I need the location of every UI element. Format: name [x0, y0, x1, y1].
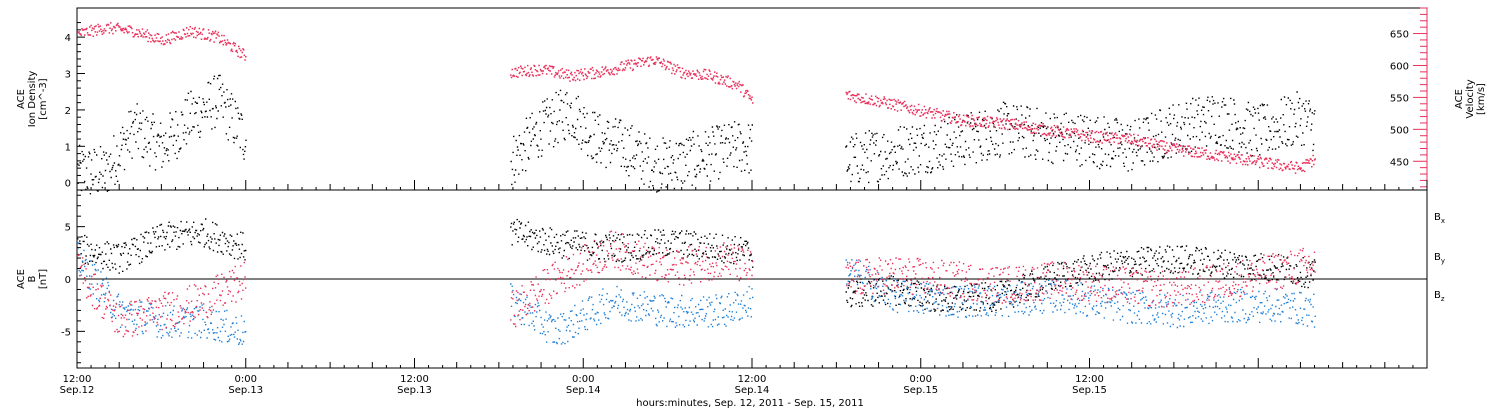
legend-sub: z	[1441, 295, 1445, 303]
legend-base: B	[1434, 252, 1441, 263]
left-tick-label: 4	[65, 33, 71, 44]
x-tick-date: Sep.13	[397, 385, 432, 396]
left-y-label-line: [cm^-3]	[38, 78, 49, 119]
left-y-label-line: Ion Density	[27, 71, 38, 128]
legend-bx: Bx	[1434, 212, 1445, 225]
x-tick-date: Sep.15	[1072, 385, 1107, 396]
bottom-y-label-line: B	[27, 275, 38, 282]
left-y-label: ACE Ion Density [cm^-3]	[16, 71, 49, 128]
legend-base: B	[1434, 290, 1441, 301]
x-tick-time: 0:00	[910, 374, 932, 385]
x-tick-date: Sep.15	[903, 385, 938, 396]
right-tick-label: 500	[1390, 125, 1409, 136]
x-tick-time: 0:00	[235, 374, 257, 385]
x-tick-date: Sep.13	[228, 385, 263, 396]
bottom-tick-label: -5	[61, 327, 71, 338]
legend-bz: Bz	[1434, 290, 1445, 303]
left-tick-label: 1	[65, 142, 71, 153]
b-bx-points	[77, 218, 1316, 312]
right-tick-label: 600	[1390, 61, 1409, 72]
left-tick-label: 2	[65, 106, 71, 117]
right-tick-label: 650	[1390, 30, 1409, 41]
right-y-label-line: [km/s]	[1476, 83, 1487, 115]
right-y-label-line: Velocity	[1465, 79, 1476, 118]
x-tick-time: 12:00	[400, 374, 429, 385]
right-y-label-line: ACE	[1454, 89, 1465, 109]
b-by-points	[77, 242, 1316, 345]
right-y-label: ACE Velocity [km/s]	[1454, 79, 1487, 118]
right-tick-label: 450	[1390, 157, 1409, 168]
legend-base: B	[1434, 212, 1441, 223]
bottom-tick-label: 0	[65, 275, 71, 286]
legend-sub: y	[1441, 257, 1445, 265]
right-tick-label: 550	[1390, 93, 1409, 104]
legend-sub: x	[1441, 217, 1445, 225]
x-tick-time: 12:00	[63, 374, 92, 385]
x-tick-date: Sep.14	[735, 385, 770, 396]
bottom-y-label-line: [nT]	[38, 269, 49, 289]
velocity-points	[77, 22, 1316, 174]
x-tick-time: 12:00	[738, 374, 767, 385]
bottom-y-label: ACE B [nT]	[16, 269, 49, 289]
x-tick-date: Sep.12	[60, 385, 95, 396]
left-tick-label: 3	[65, 70, 71, 81]
legend-by: By	[1434, 252, 1445, 265]
b-bz-points	[77, 230, 1316, 338]
x-tick-time: 12:00	[1075, 374, 1104, 385]
x-tick-date: Sep.14	[566, 385, 601, 396]
bottom-y-label-line: ACE	[16, 269, 27, 289]
left-tick-label: 0	[65, 179, 71, 190]
left-y-label-line: ACE	[16, 89, 27, 109]
bottom-tick-label: 5	[65, 223, 71, 234]
x-tick-time: 0:00	[572, 374, 594, 385]
x-axis-title: hours:minutes, Sep. 12, 2011 - Sep. 15, …	[636, 398, 864, 409]
